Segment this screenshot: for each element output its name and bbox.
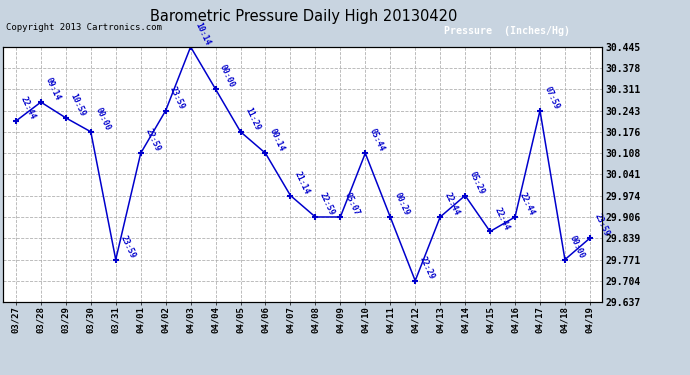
Text: 23:59: 23:59: [168, 85, 186, 111]
Text: 22:59: 22:59: [144, 128, 161, 153]
Text: 00:14: 00:14: [268, 128, 286, 153]
Text: 11:29: 11:29: [243, 106, 262, 132]
Text: Pressure  (Inches/Hg): Pressure (Inches/Hg): [444, 27, 571, 36]
Text: 22:29: 22:29: [417, 255, 436, 281]
Text: 22:44: 22:44: [443, 191, 461, 217]
Text: 00:29: 00:29: [393, 191, 411, 217]
Text: 23:59: 23:59: [118, 234, 137, 260]
Text: Barometric Pressure Daily High 20130420: Barometric Pressure Daily High 20130420: [150, 9, 457, 24]
Text: 00:00: 00:00: [567, 234, 586, 260]
Text: 07:59: 07:59: [542, 85, 561, 111]
Text: 23:59: 23:59: [593, 212, 611, 238]
Text: 22:44: 22:44: [493, 206, 511, 232]
Text: 00:00: 00:00: [93, 106, 112, 132]
Text: 10:14: 10:14: [193, 21, 212, 47]
Text: 10:59: 10:59: [68, 92, 87, 118]
Text: 05:29: 05:29: [468, 170, 486, 196]
Text: 05:07: 05:07: [343, 191, 362, 217]
Text: 05:44: 05:44: [368, 128, 386, 153]
Text: 22:44: 22:44: [518, 191, 536, 217]
Text: 22:59: 22:59: [318, 191, 336, 217]
Text: Copyright 2013 Cartronics.com: Copyright 2013 Cartronics.com: [6, 22, 161, 32]
Text: 09:14: 09:14: [43, 76, 62, 102]
Text: 21:14: 21:14: [293, 170, 311, 196]
Text: 00:00: 00:00: [218, 63, 237, 89]
Text: 22:44: 22:44: [19, 95, 37, 121]
